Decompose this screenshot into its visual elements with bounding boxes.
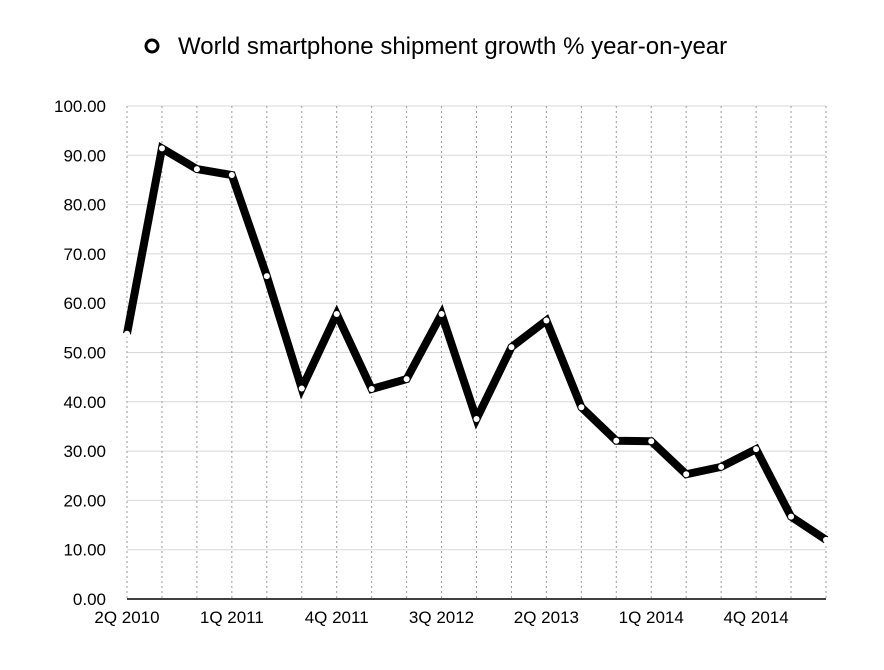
- y-tick-label: 30.00: [63, 442, 106, 461]
- data-point: [718, 463, 725, 470]
- legend-label: World smartphone shipment growth % year-…: [178, 33, 727, 60]
- y-tick-label: 20.00: [63, 491, 106, 510]
- data-point: [193, 166, 200, 173]
- data-point: [613, 437, 620, 444]
- data-point: [683, 471, 690, 478]
- data-point: [543, 317, 550, 324]
- data-point: [333, 311, 340, 318]
- y-tick-label: 40.00: [63, 393, 106, 412]
- x-tick-label: 2Q 2013: [514, 608, 579, 627]
- data-point: [823, 536, 829, 543]
- x-tick-label: 1Q 2014: [619, 608, 684, 627]
- axes: 0.00 10.00 20.00 30.00 40.00 50.00 60.00 70.00 8…: [54, 97, 826, 627]
- data-point: [648, 438, 655, 445]
- data-point: [263, 273, 270, 280]
- y-tick-label: 60.00: [63, 294, 106, 313]
- y-tick-label: 70.00: [63, 245, 106, 264]
- data-point: [298, 385, 305, 392]
- x-tick-label: 1Q 2011: [200, 608, 264, 627]
- y-tick-label: 100.00: [54, 97, 106, 116]
- y-tick-label: 0.00: [73, 590, 106, 609]
- y-tick-label: 50.00: [63, 344, 106, 363]
- data-point: [508, 344, 515, 351]
- data-point: [788, 513, 795, 520]
- x-tick-label: 4Q 2011: [305, 608, 369, 627]
- legend: World smartphone shipment growth % year-…: [144, 33, 727, 60]
- data-point: [158, 145, 165, 152]
- data-point: [368, 385, 375, 392]
- x-tick-label: 3Q 2012: [409, 608, 474, 627]
- y-tick-label: 10.00: [63, 541, 106, 560]
- y-tick-label: 90.00: [63, 146, 106, 165]
- series-layer: [123, 142, 829, 544]
- x-tick-label: 2Q 2010: [94, 608, 159, 627]
- data-point: [124, 330, 130, 337]
- data-point: [473, 416, 480, 423]
- data-point: [753, 446, 760, 453]
- data-point: [403, 376, 410, 383]
- legend-marker-icon: [144, 38, 160, 54]
- data-point: [578, 404, 585, 411]
- y-tick-label: 80.00: [63, 196, 106, 215]
- x-tick-label: 4Q 2014: [723, 608, 788, 627]
- data-point: [228, 172, 235, 179]
- data-point: [438, 311, 445, 318]
